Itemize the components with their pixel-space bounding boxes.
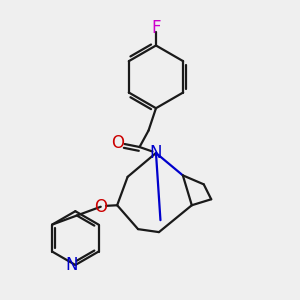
Text: O: O [94, 198, 107, 216]
Text: N: N [65, 256, 78, 274]
Text: F: F [151, 19, 161, 37]
Text: N: N [150, 144, 162, 162]
Text: O: O [111, 134, 124, 152]
